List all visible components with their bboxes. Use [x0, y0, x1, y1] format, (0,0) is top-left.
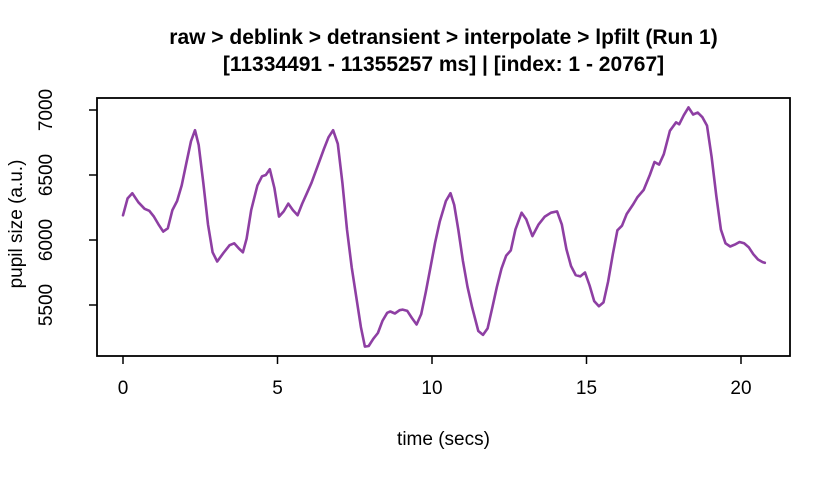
- x-tick-label: 15: [575, 378, 598, 399]
- y-tick-label: 7000: [36, 88, 57, 132]
- y-axis-label: pupil size (a.u.): [6, 159, 27, 289]
- plot-box: [96, 97, 791, 357]
- x-tick-label: 0: [117, 378, 129, 399]
- pupil-size-line: [121, 106, 767, 348]
- x-tick-label: 5: [272, 378, 283, 399]
- y-tick-label: 5500: [36, 283, 57, 327]
- x-tick-label: 20: [730, 378, 752, 399]
- chart-subtitle: [11334491 - 11355257 ms] | [index: 1 - 2…: [222, 53, 665, 76]
- chart-title: raw > deblink > detransient > interpolat…: [169, 26, 718, 49]
- x-axis-label: time (secs): [397, 429, 490, 450]
- x-tick-label: 10: [421, 378, 443, 399]
- y-tick-label: 6500: [36, 153, 57, 197]
- y-tick-label: 6000: [36, 218, 57, 262]
- title-block: raw > deblink > detransient > interpolat…: [97, 24, 790, 78]
